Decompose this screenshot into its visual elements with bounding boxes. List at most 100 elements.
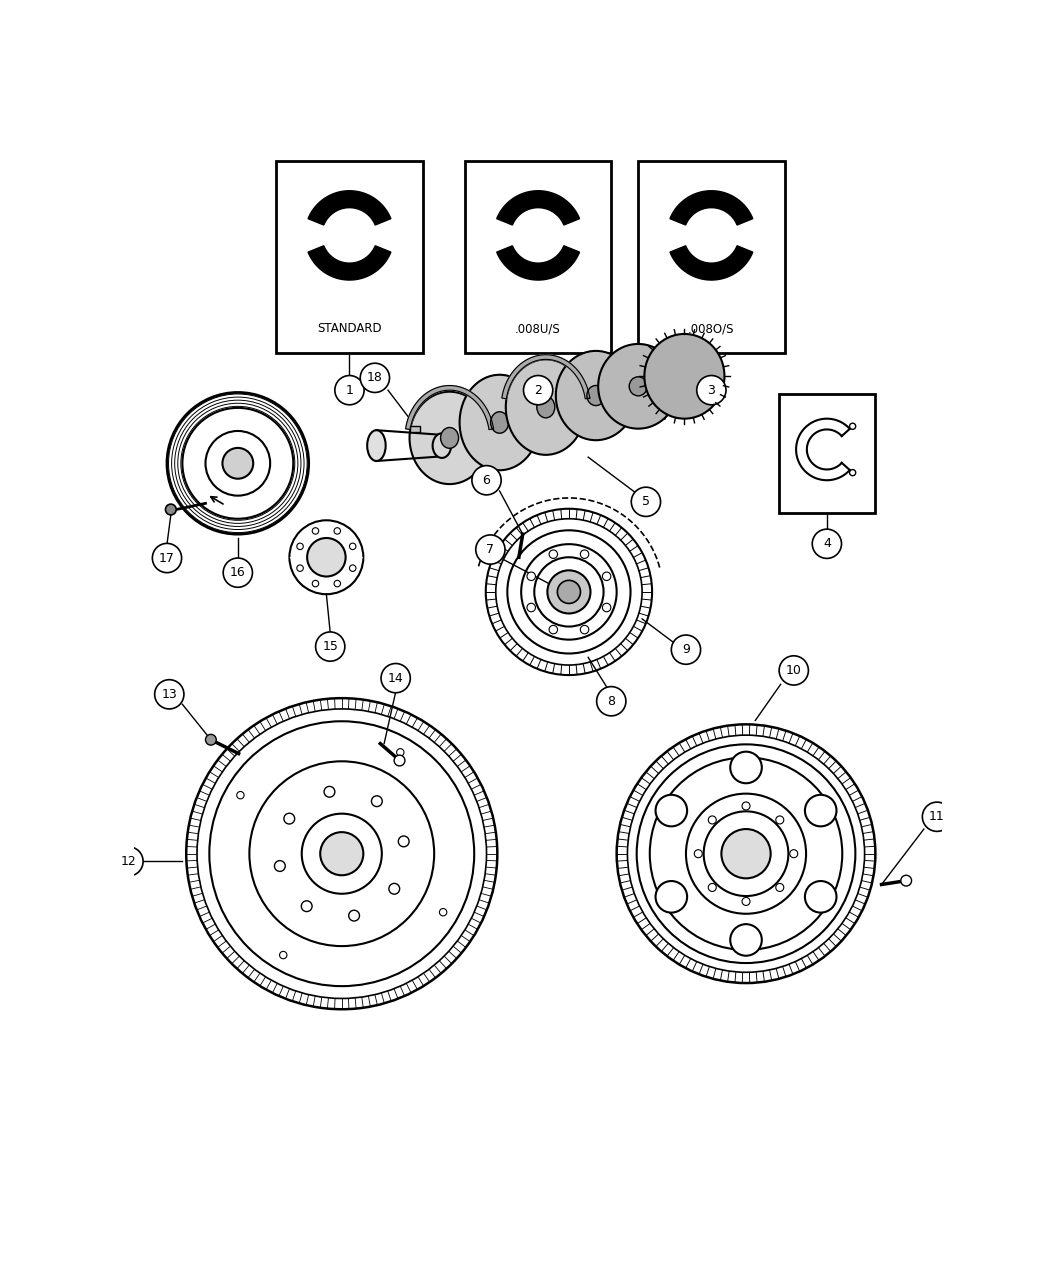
Text: 15: 15 bbox=[322, 640, 338, 653]
Text: .008O/S: .008O/S bbox=[688, 323, 735, 335]
Circle shape bbox=[350, 565, 356, 571]
Circle shape bbox=[790, 849, 798, 858]
Text: 17: 17 bbox=[159, 552, 175, 565]
Circle shape bbox=[776, 816, 783, 824]
Circle shape bbox=[320, 833, 363, 875]
Circle shape bbox=[603, 603, 611, 612]
Circle shape bbox=[742, 898, 750, 905]
Text: STANDARD: STANDARD bbox=[317, 323, 382, 335]
Text: 2: 2 bbox=[534, 384, 542, 397]
Polygon shape bbox=[290, 557, 363, 578]
Circle shape bbox=[471, 465, 501, 495]
Circle shape bbox=[805, 794, 837, 826]
Text: 5: 5 bbox=[642, 495, 650, 509]
Text: 4: 4 bbox=[823, 537, 831, 551]
Circle shape bbox=[312, 528, 319, 534]
Circle shape bbox=[166, 504, 176, 515]
Circle shape bbox=[581, 550, 589, 558]
Circle shape bbox=[360, 363, 390, 393]
Circle shape bbox=[709, 884, 716, 891]
Circle shape bbox=[350, 543, 356, 550]
Circle shape bbox=[297, 543, 303, 550]
Circle shape bbox=[671, 635, 700, 664]
Circle shape bbox=[709, 816, 716, 824]
Circle shape bbox=[183, 408, 293, 519]
Circle shape bbox=[922, 802, 951, 831]
Circle shape bbox=[805, 881, 837, 913]
Circle shape bbox=[549, 550, 558, 558]
Bar bbox=[465, 161, 611, 353]
Circle shape bbox=[496, 519, 642, 666]
Text: 8: 8 bbox=[607, 695, 615, 708]
Ellipse shape bbox=[410, 391, 489, 484]
Circle shape bbox=[236, 792, 244, 799]
Ellipse shape bbox=[598, 344, 678, 428]
Text: 10: 10 bbox=[785, 664, 802, 677]
Polygon shape bbox=[308, 246, 391, 280]
Circle shape bbox=[206, 734, 216, 745]
Circle shape bbox=[524, 376, 552, 404]
Circle shape bbox=[694, 849, 702, 858]
Circle shape bbox=[440, 909, 447, 915]
Circle shape bbox=[549, 625, 558, 634]
Circle shape bbox=[274, 861, 286, 871]
Bar bbox=[638, 161, 784, 353]
Polygon shape bbox=[670, 246, 753, 280]
Ellipse shape bbox=[490, 412, 508, 434]
Circle shape bbox=[335, 376, 364, 404]
Circle shape bbox=[697, 376, 726, 404]
Circle shape bbox=[527, 572, 536, 580]
Circle shape bbox=[224, 558, 252, 588]
Text: 11: 11 bbox=[929, 810, 945, 824]
Circle shape bbox=[197, 709, 486, 998]
Circle shape bbox=[901, 875, 911, 886]
Polygon shape bbox=[167, 393, 309, 534]
Circle shape bbox=[316, 632, 344, 662]
Circle shape bbox=[849, 469, 856, 476]
Circle shape bbox=[223, 448, 253, 478]
Circle shape bbox=[730, 924, 762, 956]
Circle shape bbox=[628, 736, 864, 973]
Circle shape bbox=[476, 536, 505, 564]
Bar bbox=[410, 426, 420, 432]
Circle shape bbox=[813, 529, 841, 558]
Circle shape bbox=[655, 794, 687, 826]
Circle shape bbox=[206, 431, 270, 496]
Text: 7: 7 bbox=[486, 543, 495, 556]
Text: 12: 12 bbox=[121, 856, 136, 868]
Circle shape bbox=[394, 755, 405, 766]
Text: 3: 3 bbox=[708, 384, 715, 397]
Circle shape bbox=[849, 423, 856, 430]
Ellipse shape bbox=[506, 360, 586, 455]
Bar bbox=[779, 394, 875, 513]
Text: 1: 1 bbox=[345, 384, 354, 397]
Circle shape bbox=[167, 393, 309, 534]
Text: 14: 14 bbox=[387, 672, 403, 685]
Circle shape bbox=[154, 680, 184, 709]
Polygon shape bbox=[497, 246, 580, 280]
Circle shape bbox=[779, 655, 808, 685]
Circle shape bbox=[596, 687, 626, 715]
Circle shape bbox=[721, 829, 771, 878]
Ellipse shape bbox=[368, 430, 385, 462]
Text: 18: 18 bbox=[366, 371, 383, 384]
Circle shape bbox=[297, 565, 303, 571]
Ellipse shape bbox=[460, 375, 540, 470]
Circle shape bbox=[334, 580, 340, 586]
Polygon shape bbox=[497, 191, 580, 224]
Ellipse shape bbox=[629, 377, 647, 395]
Bar bbox=[276, 161, 422, 353]
Circle shape bbox=[631, 487, 660, 516]
Circle shape bbox=[558, 580, 581, 603]
Text: .008U/S: .008U/S bbox=[516, 323, 561, 335]
Circle shape bbox=[250, 761, 435, 946]
Circle shape bbox=[742, 802, 750, 810]
Circle shape bbox=[388, 884, 400, 894]
Text: 13: 13 bbox=[162, 687, 177, 701]
Circle shape bbox=[307, 538, 345, 576]
Circle shape bbox=[152, 543, 182, 572]
Circle shape bbox=[284, 813, 295, 824]
Text: 9: 9 bbox=[682, 643, 690, 657]
Polygon shape bbox=[502, 354, 590, 399]
Ellipse shape bbox=[587, 385, 605, 405]
